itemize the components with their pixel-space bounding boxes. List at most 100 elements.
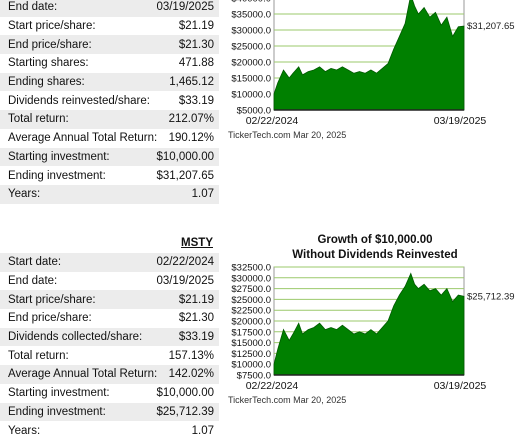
y-tick-label: $40000.0 [231, 0, 271, 5]
table-row: End date: 03/19/2025 [0, 0, 219, 17]
x-end-label: 03/19/2025 [434, 115, 487, 127]
ticker-symbol[interactable]: MSTY [181, 237, 213, 249]
table-row: Starting investment: $10,000.00 [0, 147, 219, 167]
x-start-label: 02/22/2024 [246, 115, 299, 127]
row-value: 03/19/2025 [156, 275, 214, 288]
row-label: End date: [8, 1, 58, 14]
row-label: Average Annual Total Return: [8, 132, 158, 145]
row-label: Ending investment: [8, 169, 106, 182]
y-tick-label: $10000.0 [231, 360, 271, 371]
y-tick-label: $22500.0 [231, 306, 271, 317]
table-row: End price/share: $21.30 [0, 309, 219, 328]
y-tick-label: $30000.0 [231, 26, 271, 37]
y-tick-label: $20000.0 [231, 317, 271, 328]
row-label: Ending investment: [8, 405, 106, 418]
row-label: End price/share: [8, 312, 92, 325]
table-row: Dividends collected/share: $33.19 [0, 327, 219, 347]
row-value: $21.19 [178, 20, 214, 33]
table-row: Start date: 02/22/2024 [0, 253, 219, 272]
table-row: Years: 1.07 [0, 184, 219, 204]
table-row: Dividends reinvested/share: $33.19 [0, 91, 219, 110]
row-label: Average Annual Total Return: [8, 368, 158, 381]
row-label: Start price/share: [8, 20, 96, 33]
y-tick-label: $27500.0 [231, 284, 271, 295]
table-row: Ending investment: $25,712.39 [0, 402, 219, 422]
row-value: 1,465.12 [169, 76, 214, 89]
row-label: Ending shares: [8, 76, 85, 89]
row-label: Start price/share: [8, 293, 96, 306]
row-value: $21.30 [178, 312, 214, 325]
row-value: $21.30 [178, 38, 214, 51]
series-area [273, 0, 465, 111]
row-value: 212.07% [168, 113, 214, 126]
table-row: Average Annual Total Return: 142.02% [0, 365, 219, 384]
table-row: Total return: 157.13% [0, 346, 219, 365]
table-row: Starting investment: $10,000.00 [0, 384, 219, 403]
end-value-label: $31,207.65 [467, 21, 515, 32]
row-value: $10,000.00 [156, 150, 214, 163]
row-label: Years: [8, 188, 41, 201]
table-row: Start price/share: $21.19 [0, 17, 219, 36]
table-row: Starting shares: 471.88 [0, 54, 219, 73]
end-value-label: $25,712.39 [467, 291, 515, 302]
row-value: $33.19 [178, 94, 214, 107]
no-reinvest-results-table: Start date: 02/22/2024 End date: 03/19/2025… [0, 253, 219, 440]
table-row: Start price/share: $21.19 [0, 290, 219, 310]
y-tick-label: $12500.0 [231, 349, 271, 360]
row-value: 471.88 [178, 57, 214, 70]
table-row: End date: 03/19/2025 [0, 272, 219, 291]
row-label: Total return: [8, 349, 69, 362]
y-tick-label: $32500.0 [231, 263, 271, 274]
growth-chart-reinvested: $40000.0 $35000.0 $30000.0 $25000.0 $20000.0… [228, 0, 515, 140]
row-label: Total return: [8, 113, 69, 126]
row-label: Dividends reinvested/share: [8, 94, 150, 107]
chart-title: Growth of $10,000.00 Without Dividends R… [265, 233, 485, 263]
chart-title-line-2: Without Dividends Reinvested [292, 249, 458, 261]
credit-text: TickerTech.com Mar 20, 2025 [228, 130, 346, 140]
credit-text: TickerTech.com Mar 20, 2025 [228, 395, 346, 405]
row-value: 190.12% [168, 132, 214, 145]
row-label: Start date: [8, 256, 62, 269]
row-label: Starting investment: [8, 150, 110, 163]
growth-chart-no-reinvest: $32500.0$30000.0$27500.0$25000.0$22500.0… [228, 263, 515, 406]
row-label: End price/share: [8, 38, 92, 51]
chart-title-line-1: Growth of $10,000.00 [317, 234, 433, 246]
row-value: $21.19 [178, 293, 214, 306]
row-value: $31,207.65 [156, 169, 214, 182]
y-tick-label: $5000.0 [237, 106, 271, 117]
x-start-label: 02/22/2024 [246, 380, 299, 392]
row-label: Starting investment: [8, 387, 110, 400]
row-value: $25,712.39 [156, 405, 214, 418]
row-value: 03/19/2025 [156, 1, 214, 14]
table-row: Ending investment: $31,207.65 [0, 166, 219, 185]
y-tick-label: $25000.0 [231, 295, 271, 306]
table-row: Years: 1.07 [0, 421, 219, 440]
y-tick-label: $15000.0 [231, 74, 271, 85]
row-value: 1.07 [191, 424, 214, 437]
row-label: Starting shares: [8, 57, 89, 70]
y-tick-label: $30000.0 [231, 273, 271, 284]
table-row: Ending shares: 1,465.12 [0, 72, 219, 92]
row-value: 157.13% [168, 349, 214, 362]
row-value: 1.07 [191, 188, 214, 201]
y-tick-label: $10000.0 [231, 90, 271, 101]
table-row: Total return: 212.07% [0, 110, 219, 129]
row-value: 02/22/2024 [156, 256, 214, 269]
row-label: Dividends collected/share: [8, 331, 143, 344]
y-tick-label: $25000.0 [231, 42, 271, 53]
y-tick-label: $17500.0 [231, 327, 271, 338]
reinvest-results-table: End date: 03/19/2025 Start price/share: $21… [0, 0, 219, 204]
row-value: $10,000.00 [156, 387, 214, 400]
row-label: End date: [8, 275, 58, 288]
y-tick-label: $15000.0 [231, 338, 271, 349]
table-row: End price/share: $21.30 [0, 35, 219, 55]
y-tick-label: $7500.0 [237, 371, 271, 382]
row-value: $33.19 [178, 331, 214, 344]
x-end-label: 03/19/2025 [434, 380, 487, 392]
y-tick-label: $35000.0 [231, 10, 271, 21]
row-value: 142.02% [168, 368, 214, 381]
y-tick-label: $20000.0 [231, 58, 271, 69]
table-row: Average Annual Total Return: 190.12% [0, 129, 219, 148]
series-area [273, 272, 465, 376]
row-label: Years: [8, 424, 41, 437]
